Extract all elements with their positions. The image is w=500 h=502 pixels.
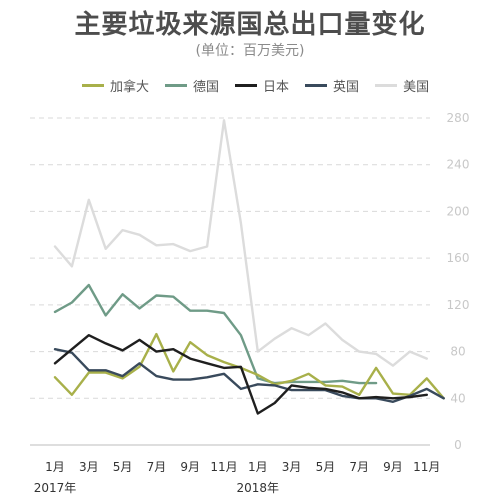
year-label: 2017年 xyxy=(34,481,77,495)
x-tick-label: 11月 xyxy=(413,460,440,474)
legend-swatch-germany xyxy=(165,84,188,87)
x-tick-label: 5月 xyxy=(316,460,336,474)
series-line-japan xyxy=(53,334,428,415)
y-tick-label: 200 xyxy=(447,204,470,218)
y-tick-label: 120 xyxy=(447,298,470,312)
x-tick-label: 9月 xyxy=(180,460,200,474)
legend-swatch-uk xyxy=(305,84,328,87)
chart-subtitle: (单位：百万美元) xyxy=(195,43,305,59)
legend-label-japan: 日本 xyxy=(263,80,290,95)
y-tick-label: 280 xyxy=(447,111,470,125)
legend-item-usa: 美国 xyxy=(375,76,429,95)
legend-swatch-japan xyxy=(235,84,258,87)
y-tick-label: 0 xyxy=(454,438,462,452)
x-tick-label: 7月 xyxy=(349,460,369,474)
legend: 加拿大 德国 日本 英国 美国 xyxy=(82,76,429,95)
legend-label-canada: 加拿大 xyxy=(110,80,150,95)
chart-title: 主要垃圾来源国总出口量变化 xyxy=(74,10,426,40)
legend-item-japan: 日本 xyxy=(235,76,289,95)
series-line-germany xyxy=(53,283,378,385)
x-tick-label: 1月 xyxy=(45,460,65,474)
legend-item-germany: 德国 xyxy=(165,76,219,95)
year-label: 2018年 xyxy=(237,481,280,495)
series-line-canada xyxy=(53,332,445,400)
x-tick-label: 7月 xyxy=(147,460,167,474)
legend-label-uk: 英国 xyxy=(333,80,360,95)
legend-item-canada: 加拿大 xyxy=(82,76,149,95)
x-tick-label: 9月 xyxy=(383,460,403,474)
legend-item-uk: 英国 xyxy=(305,76,359,95)
y-tick-label: 240 xyxy=(447,158,470,172)
y-tick-label: 80 xyxy=(450,345,465,359)
x-tick-label: 1月 xyxy=(248,460,268,474)
y-tick-label: 40 xyxy=(450,391,465,405)
legend-label-usa: 美国 xyxy=(403,80,430,95)
x-tick-label: 3月 xyxy=(282,460,302,474)
x-tick-label: 3月 xyxy=(79,460,99,474)
legend-swatch-usa xyxy=(375,84,398,87)
x-tick-label: 5月 xyxy=(113,460,133,474)
legend-swatch-canada xyxy=(82,84,104,87)
y-tick-label: 160 xyxy=(447,251,470,265)
series-line-uk xyxy=(53,348,445,403)
legend-label-germany: 德国 xyxy=(193,80,220,95)
x-tick-label: 11月 xyxy=(210,460,237,474)
series-line-usa xyxy=(53,119,428,367)
